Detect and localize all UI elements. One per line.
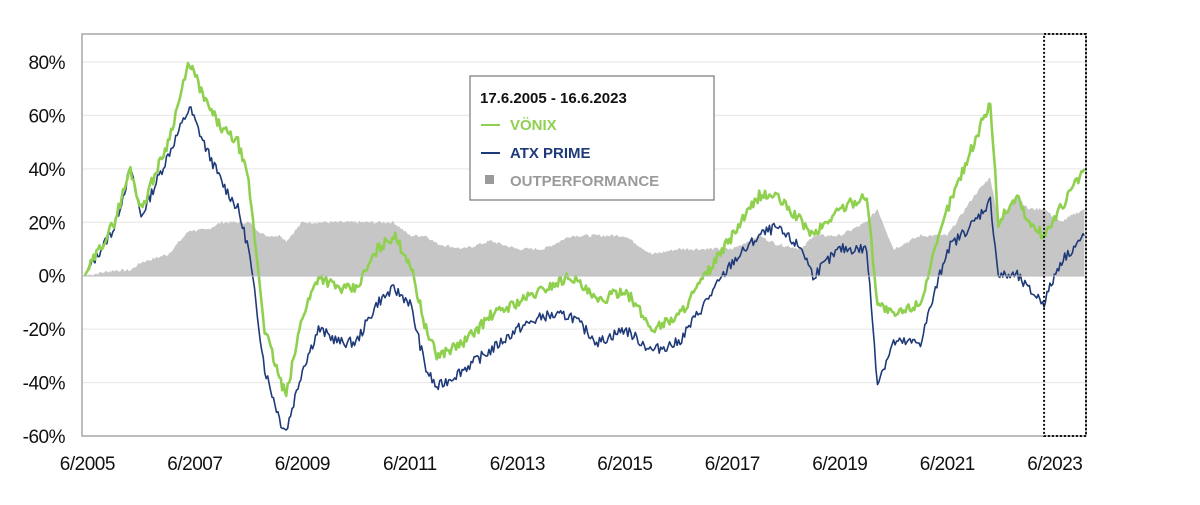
x-tick-label: 6/2017: [705, 454, 760, 475]
y-tick-label: -60%: [23, 427, 66, 448]
x-tick-label: 6/2007: [167, 454, 222, 475]
legend-label-vonix: VÖNIX: [510, 117, 557, 134]
y-tick-label: 80%: [28, 53, 65, 74]
atx-prime-line: [84, 106, 1086, 431]
legend-title: 17.6.2005 - 16.6.2023: [480, 90, 627, 107]
x-tick-label: 6/2021: [920, 454, 975, 475]
x-tick-label: 6/2005: [60, 454, 115, 475]
x-tick-label: 6/2011: [383, 454, 437, 475]
y-tick-label: -40%: [23, 374, 66, 395]
legend-label-outperformance: OUTPERFORMANCE: [510, 173, 659, 190]
plot-frame: [81, 33, 1087, 437]
y-tick-label: -20%: [23, 320, 66, 341]
y-axis-ticks: 80% 60% 40% 20% 0% -20% -40% -60%: [23, 53, 66, 448]
legend-box: [469, 75, 715, 201]
legend-label-atx: ATX PRIME: [510, 145, 591, 162]
y-tick-label: 40%: [28, 160, 65, 181]
y-tick-label: 20%: [28, 213, 65, 234]
highlight-box: [1043, 33, 1088, 437]
legend-swatch-outperformance: [485, 175, 494, 184]
legend: 17.6.2005 - 16.6.2023 VÖNIX ATX PRIME OU…: [469, 75, 715, 201]
x-tick-label: 6/2009: [275, 454, 330, 475]
x-tick-label: 6/2015: [597, 454, 652, 475]
x-tick-label: 6/2013: [490, 454, 545, 475]
y-tick-label: 60%: [28, 106, 65, 127]
x-axis-ticks: 6/2005 6/2007 6/2009 6/2011 6/2013 6/2015 6/20…: [60, 454, 1083, 475]
vonix-line: [83, 61, 1086, 398]
y-tick-label: 0%: [39, 267, 66, 288]
series-lines: [83, 61, 1086, 431]
x-tick-label: 6/2019: [812, 454, 867, 475]
x-tick-label: 6/2023: [1027, 454, 1082, 475]
